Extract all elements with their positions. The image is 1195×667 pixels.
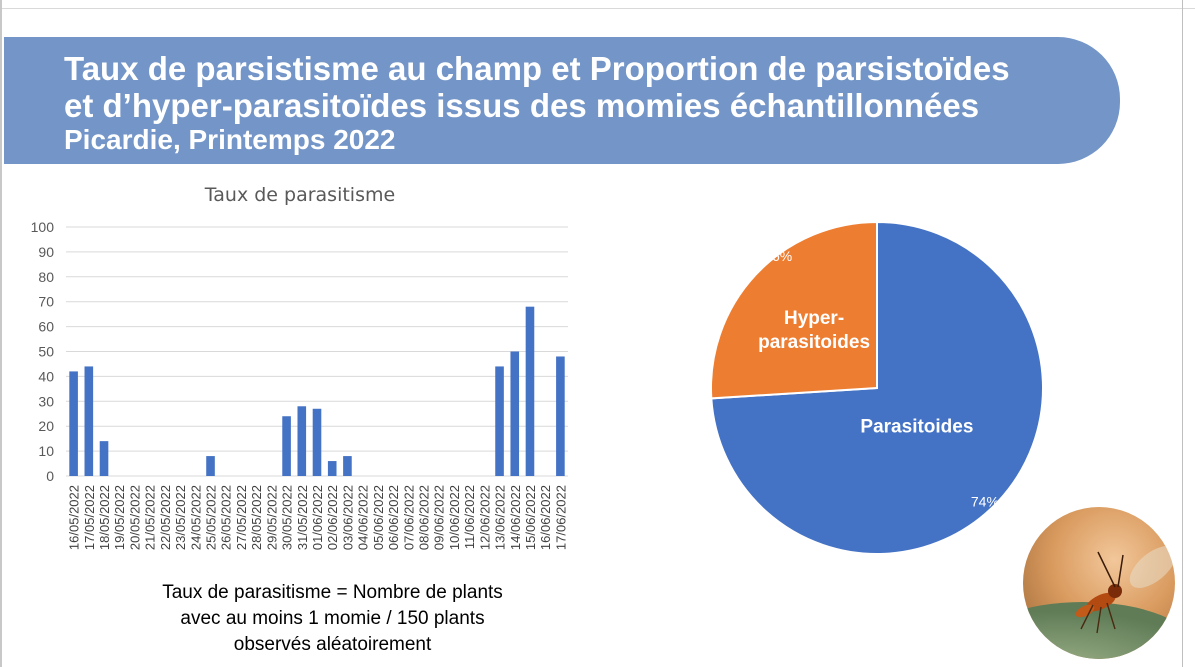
y-tick-label: 100 xyxy=(31,219,55,235)
x-tick-label: 24/05/2022 xyxy=(188,485,203,550)
pie-value-label: 26% xyxy=(764,248,792,264)
title-line-1: Taux de parsistisme au champ et Proporti… xyxy=(64,50,1010,87)
caption-line-3: observés aléatoirement xyxy=(233,634,432,655)
x-tick-label: 31/05/2022 xyxy=(295,485,310,550)
x-tick-label: 27/05/2022 xyxy=(234,485,249,550)
x-tick-label: 25/05/2022 xyxy=(204,485,219,550)
y-tick-label: 50 xyxy=(38,344,54,360)
bar xyxy=(510,351,520,476)
x-tick-label: 02/06/2022 xyxy=(325,485,340,550)
x-tick-label: 17/06/2022 xyxy=(553,485,568,550)
bar xyxy=(556,356,565,476)
x-tick-label: 03/06/2022 xyxy=(340,485,355,550)
slide-title: Taux de parsistisme au champ et Proporti… xyxy=(64,50,1114,124)
x-tick-label: 04/06/2022 xyxy=(356,485,371,550)
bar xyxy=(99,441,109,476)
y-tick-label: 60 xyxy=(38,319,54,335)
x-tick-label: 19/05/2022 xyxy=(112,485,127,550)
x-tick-label: 16/06/2022 xyxy=(538,485,553,550)
y-tick-label: 0 xyxy=(46,468,54,484)
right-divider xyxy=(1182,0,1183,667)
x-tick-label: 10/06/2022 xyxy=(447,485,462,550)
bar-chart-title: Taux de parasitisme xyxy=(204,184,396,206)
bar xyxy=(206,456,215,476)
bar-chart: 0 10 20 30 40 50 60 70 80 90 100 16/05/2022 17/05/20… xyxy=(31,219,569,550)
bar xyxy=(495,366,504,476)
bar xyxy=(525,306,535,476)
pie-value-label: 74% xyxy=(971,494,999,510)
y-tick-label: 80 xyxy=(38,269,54,285)
x-tick-label: 22/05/2022 xyxy=(158,485,173,550)
pie-chart: Parasitoides Hyper-parasitoides 74% 26% xyxy=(710,220,1044,555)
x-tick-label: 17/05/2022 xyxy=(82,485,97,550)
y-tick-label: 10 xyxy=(38,443,54,459)
x-tick-label: 15/06/2022 xyxy=(523,485,538,550)
x-tick-label: 30/05/2022 xyxy=(280,485,295,550)
bar xyxy=(327,461,337,476)
x-tick-label: 28/05/2022 xyxy=(249,485,264,550)
x-tick-label: 12/06/2022 xyxy=(477,485,492,550)
x-tick-label: 06/06/2022 xyxy=(386,485,401,550)
y-tick-label: 40 xyxy=(38,368,54,384)
x-tick-label: 01/06/2022 xyxy=(310,485,325,550)
slide-subtitle: Picardie, Printemps 2022 xyxy=(64,124,396,155)
x-tick-label: 20/05/2022 xyxy=(127,485,142,550)
y-tick-label: 30 xyxy=(38,393,54,409)
x-tick-label: 05/06/2022 xyxy=(371,485,386,550)
y-tick-label: 70 xyxy=(38,294,54,310)
bar xyxy=(312,408,322,476)
bar xyxy=(343,456,352,476)
bar xyxy=(84,366,94,476)
x-tick-label: 26/05/2022 xyxy=(219,485,234,550)
bar xyxy=(282,416,291,476)
title-banner xyxy=(4,37,1120,164)
pie-slice xyxy=(710,220,878,400)
x-tick-label: 13/06/2022 xyxy=(493,485,508,550)
left-edge xyxy=(0,0,2,667)
chart-caption: Taux de parasitisme = Nombre de plants a… xyxy=(80,580,585,658)
caption-line-2: avec au moins 1 momie / 150 plants xyxy=(180,608,485,629)
x-tick-label: 16/05/2022 xyxy=(67,485,82,550)
top-divider xyxy=(0,8,1195,9)
x-tick-label: 07/06/2022 xyxy=(401,485,416,550)
y-tick-label: 20 xyxy=(38,418,54,434)
x-tick-label: 21/05/2022 xyxy=(143,485,158,550)
bar xyxy=(69,371,78,476)
insect-photo xyxy=(1023,507,1175,659)
pie-category-label: Hyper-parasitoides xyxy=(758,308,870,353)
y-tick-label: 90 xyxy=(38,244,54,260)
x-tick-label: 14/06/2022 xyxy=(508,485,523,550)
bar xyxy=(297,406,307,476)
x-tick-label: 11/06/2022 xyxy=(462,485,477,549)
x-tick-label: 23/05/2022 xyxy=(173,485,188,550)
x-tick-label: 08/06/2022 xyxy=(416,485,431,550)
x-tick-label: 29/05/2022 xyxy=(264,485,279,550)
title-line-2: et d’hyper-parasitoïdes issus des momies… xyxy=(64,87,980,124)
x-tick-label: 18/05/2022 xyxy=(97,485,112,550)
x-tick-label: 09/06/2022 xyxy=(432,485,447,550)
pie-category-label: Parasitoides xyxy=(860,416,973,437)
caption-line-1: Taux de parasitisme = Nombre de plants xyxy=(162,582,503,603)
